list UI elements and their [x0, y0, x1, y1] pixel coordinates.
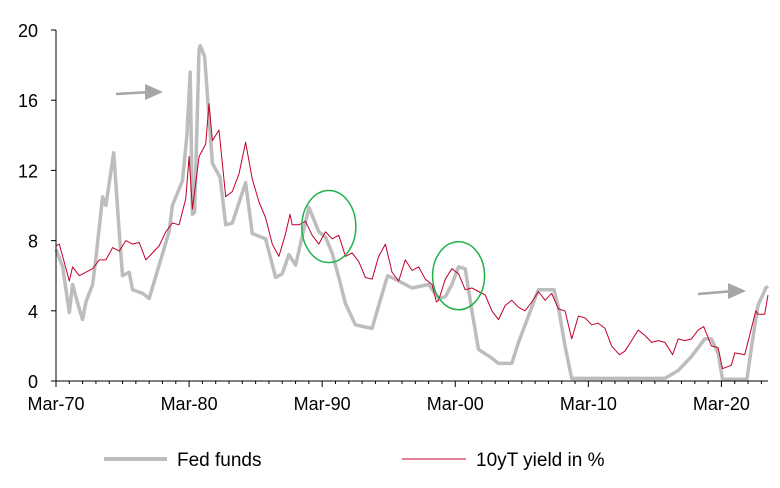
x-axis: Mar-70 Mar-80 Mar-90 Mar-00 Mar-10 Mar-20: [27, 380, 768, 414]
arrow-annotation: [115, 84, 163, 100]
legend: Fed funds 10yT yield in %: [104, 450, 605, 471]
y-tick-label: 16: [18, 91, 38, 111]
y-tick-label: 12: [18, 161, 38, 181]
legend-label-fed-funds: Fed funds: [177, 450, 262, 471]
annotations: [115, 84, 746, 311]
series-line-10y-yield: [55, 103, 769, 370]
x-tick-label: Mar-90: [294, 394, 351, 414]
x-tick-label: Mar-70: [27, 394, 84, 414]
arrow-annotation: [697, 283, 746, 299]
series-line-fed-funds: [54, 44, 770, 381]
x-tick-label: Mar-80: [161, 394, 218, 414]
y-tick-label: 4: [28, 302, 38, 322]
x-tick-label: Mar-10: [560, 394, 617, 414]
x-tick-label: Mar-20: [693, 394, 750, 414]
x-tick-label: Mar-00: [427, 394, 484, 414]
highlight-circle: [301, 189, 357, 264]
y-tick-label: 0: [28, 372, 38, 392]
legend-label-10y-yield: 10yT yield in %: [476, 450, 605, 471]
plot-area: [54, 44, 770, 381]
y-axis: 0 4 8 12 16 20: [18, 21, 57, 392]
highlight-circle: [431, 240, 486, 311]
y-tick-label: 8: [28, 232, 38, 252]
y-tick-label: 20: [18, 21, 38, 41]
